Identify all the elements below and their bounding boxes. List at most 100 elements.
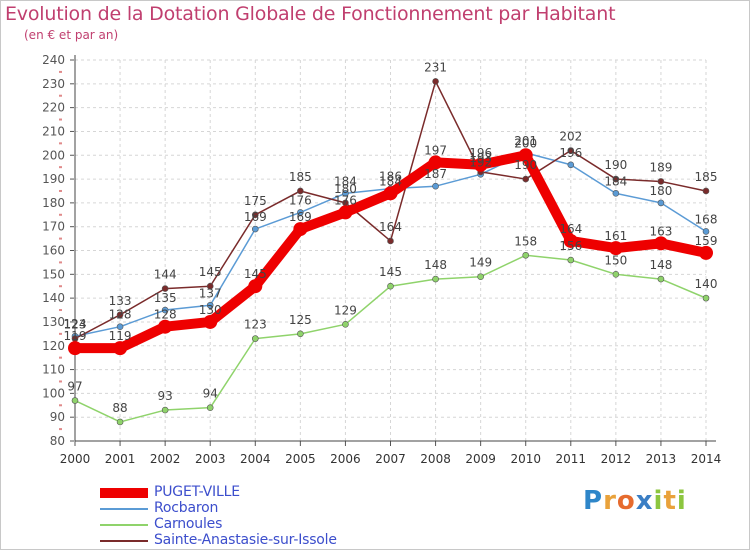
data-label: 190 <box>514 158 537 172</box>
x-tick-label-2008: 2008 <box>420 452 451 466</box>
y-tick-label-130: 130 <box>42 315 65 329</box>
data-point <box>203 314 218 329</box>
legend-swatch <box>100 488 148 498</box>
data-point <box>206 301 214 309</box>
data-label: 196 <box>469 146 492 160</box>
data-label: 185 <box>695 170 718 184</box>
data-label: 185 <box>289 170 312 184</box>
x-tick-label-2003: 2003 <box>195 452 226 466</box>
data-point <box>432 275 439 283</box>
data-label: 202 <box>559 129 582 143</box>
data-label: 135 <box>154 291 177 305</box>
data-label: 196 <box>559 146 582 160</box>
data-point <box>657 275 665 283</box>
data-label: 159 <box>695 234 718 248</box>
proxiti-logo: Proxiti <box>583 486 687 516</box>
data-label: 97 <box>67 380 82 394</box>
data-label: 129 <box>334 303 357 317</box>
y-tick-label-100: 100 <box>42 386 65 400</box>
data-point <box>702 187 710 195</box>
chart-subtitle: (en € et par an) <box>24 28 119 42</box>
data-label: 169 <box>289 210 312 224</box>
data-point <box>251 335 259 342</box>
y-tick-label-180: 180 <box>42 196 65 210</box>
x-tick-label-2005: 2005 <box>285 452 316 466</box>
data-point <box>432 182 439 190</box>
data-point <box>116 418 124 426</box>
data-point <box>428 155 443 170</box>
data-labels-layer: 97 88 93 94 123 125 129 145 148 149 158 156 150 148 14… <box>64 60 718 415</box>
data-label: 123 <box>64 318 87 332</box>
legend-label: Carnoules <box>154 516 223 532</box>
data-label: 128 <box>154 308 177 322</box>
data-label: 231 <box>424 60 447 74</box>
y-tick-label-120: 120 <box>42 339 65 353</box>
data-point <box>297 209 304 216</box>
data-point <box>563 233 578 248</box>
data-point <box>653 236 668 251</box>
x-tick-label-2011: 2011 <box>556 452 587 466</box>
x-tick-label-2004: 2004 <box>240 452 271 466</box>
data-point <box>522 251 530 259</box>
data-label: 161 <box>604 229 627 243</box>
data-label: 144 <box>154 268 177 282</box>
data-point <box>297 330 304 338</box>
data-point <box>206 404 214 411</box>
data-label: 197 <box>424 143 447 157</box>
data-label: 184 <box>334 174 357 188</box>
data-label: 124 <box>64 317 87 331</box>
data-label: 145 <box>199 265 222 279</box>
series-layer <box>68 78 713 426</box>
data-label: 123 <box>244 318 267 332</box>
data-point <box>71 397 79 404</box>
data-label: 88 <box>112 401 127 415</box>
data-label: 187 <box>424 167 447 181</box>
data-label: 133 <box>109 294 132 308</box>
data-label: 145 <box>244 267 267 281</box>
data-label: 119 <box>109 329 132 343</box>
data-label: 184 <box>604 174 627 188</box>
data-label: 119 <box>64 329 87 343</box>
data-label: 137 <box>199 286 222 300</box>
legend-swatch <box>100 540 148 542</box>
data-label: 168 <box>695 212 718 226</box>
data-point <box>473 157 488 172</box>
data-label: 164 <box>559 222 582 236</box>
data-label: 150 <box>604 253 627 267</box>
data-point <box>383 186 398 201</box>
data-label: 201 <box>514 134 537 148</box>
data-point <box>206 282 214 290</box>
x-tick-label-2009: 2009 <box>465 452 496 466</box>
legend-label: PUGET-VILLE <box>154 484 240 500</box>
legend-label: Rocbaron <box>154 500 219 516</box>
chart-axes: 80 90 100 110 120 130 140 150 160 170 180 190 200 210… <box>42 53 721 466</box>
data-label: 140 <box>695 277 718 291</box>
y-tick-label-200: 200 <box>42 148 65 162</box>
data-label: 180 <box>649 184 672 198</box>
y-tick-label-80: 80 <box>50 434 65 448</box>
data-point <box>248 279 263 294</box>
data-point <box>522 175 530 183</box>
data-label: 164 <box>379 220 402 234</box>
y-tick-label-150: 150 <box>42 267 65 281</box>
data-label: 190 <box>604 158 627 172</box>
data-point <box>387 237 394 245</box>
data-label: 186 <box>379 170 402 184</box>
x-tick-label-2000: 2000 <box>60 452 91 466</box>
data-point <box>612 190 620 197</box>
x-tick-label-2010: 2010 <box>510 452 541 466</box>
data-label: 200 <box>514 136 537 150</box>
data-point <box>113 341 128 356</box>
y-tick-label-160: 160 <box>42 244 65 258</box>
data-point <box>432 78 439 85</box>
y-tick-label-90: 90 <box>50 410 65 424</box>
data-point <box>702 228 710 235</box>
data-point <box>342 321 349 328</box>
data-point <box>338 205 353 220</box>
data-label: 128 <box>109 308 132 322</box>
data-point <box>116 323 124 331</box>
data-point <box>567 147 575 154</box>
legend-swatch <box>100 524 148 526</box>
data-label: 130 <box>199 303 222 317</box>
